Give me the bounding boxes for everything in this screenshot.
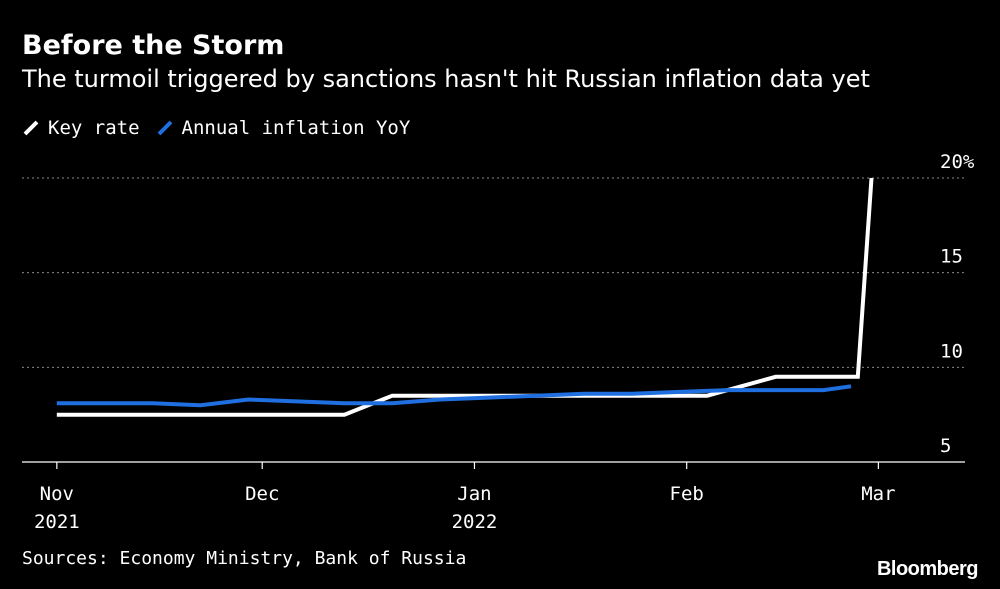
x-tick-label-dec: Dec xyxy=(245,483,279,505)
y-tick-label-15: 15 xyxy=(940,246,963,268)
chart-legend: Key rate Annual inflation YoY xyxy=(22,117,426,139)
x-tick-label-feb: Feb xyxy=(670,483,704,505)
x-tick-label-nov: Nov xyxy=(40,483,74,505)
series-line-key-rate xyxy=(56,177,874,417)
y-tick-label-20: 20% xyxy=(940,151,975,173)
x-axis-ticks: Nov 2021 Dec Jan 2022 Feb Mar xyxy=(34,462,896,533)
bloomberg-logo: Bloomberg xyxy=(876,558,979,580)
legend-swatch-key-rate xyxy=(23,120,39,136)
x-tick-label-mar: Mar xyxy=(861,483,895,505)
chart-subtitle: The turmoil triggered by sanctions hasn'… xyxy=(22,65,870,93)
chart-title: Before the Storm xyxy=(22,30,285,61)
legend-swatch-inflation xyxy=(157,120,172,136)
x-tick-label-jan: Jan xyxy=(457,483,491,505)
series-line-annual-inflation-yoy xyxy=(56,384,852,408)
y-tick-label-5: 5 xyxy=(940,435,951,457)
legend-item-key-rate: Key rate xyxy=(22,117,140,139)
x-tick-sublabel-nov: 2021 xyxy=(34,511,80,533)
y-axis-ticks: 5 10 15 20% xyxy=(940,151,975,457)
grid-lines xyxy=(22,177,965,368)
source-note: Sources: Economy Ministry, Bank of Russi… xyxy=(22,548,467,569)
series-lines xyxy=(56,177,874,417)
legend-item-inflation: Annual inflation YoY xyxy=(156,117,411,139)
legend-label-inflation: Annual inflation YoY xyxy=(181,117,411,139)
legend-label-key-rate: Key rate xyxy=(48,117,140,139)
x-tick-sublabel-jan: 2022 xyxy=(452,511,498,533)
y-tick-label-10: 10 xyxy=(940,340,963,362)
